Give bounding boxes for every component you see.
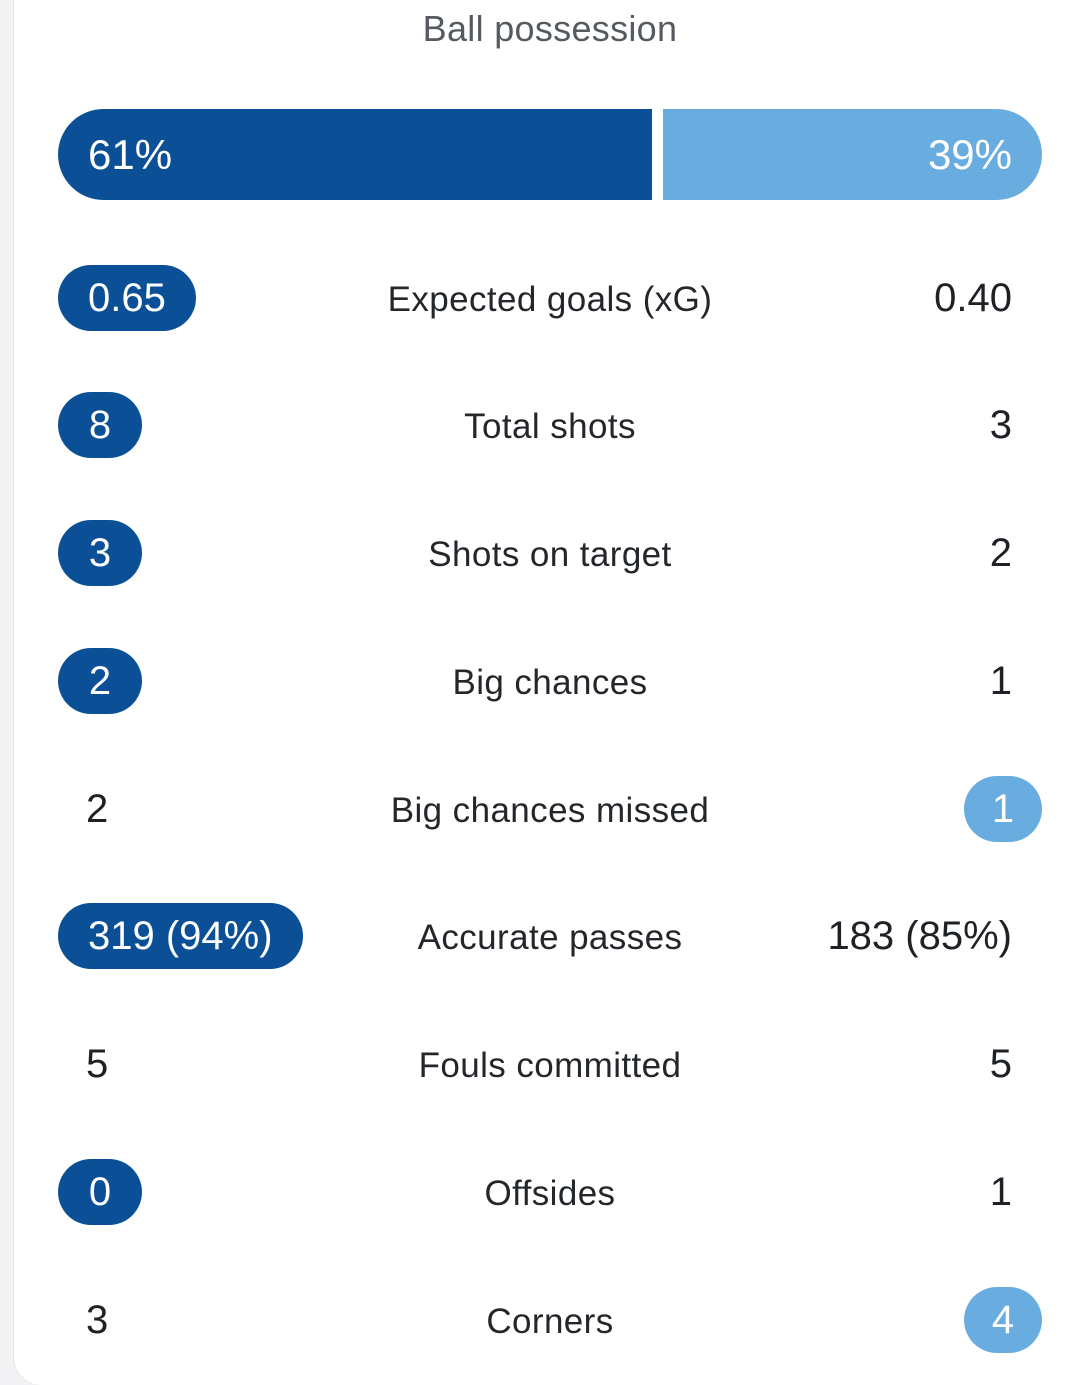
- stat-label: Big chances: [452, 663, 648, 702]
- stat-home-value: 2: [58, 648, 142, 714]
- stat-away-value: 1: [989, 659, 1012, 703]
- stat-away-value: 5: [989, 1042, 1012, 1086]
- possession-title: Ball possession: [422, 8, 678, 49]
- stat-row-accurate-passes: Accurate passes 319 (94%) 183 (85%): [58, 903, 1042, 973]
- possession-away-value: 39%: [927, 130, 1012, 178]
- stat-home-value: 0: [58, 1159, 142, 1225]
- stat-label: Total shots: [464, 407, 636, 446]
- possession-home-segment: 61%: [58, 109, 652, 200]
- stat-row-total-shots: Total shots 8 3: [58, 392, 1042, 462]
- stat-row-big-chances-missed: Big chances missed 2 1: [58, 776, 1042, 846]
- stat-home-value: 3: [86, 1298, 109, 1342]
- stat-away-value: 1: [964, 776, 1042, 842]
- stat-home-value: 8: [58, 392, 142, 458]
- stat-away-value: 183 (85%): [827, 914, 1012, 958]
- stat-home-value: 5: [86, 1042, 109, 1086]
- stat-away-value: 3: [989, 403, 1012, 447]
- stat-home-value: 2: [86, 787, 109, 831]
- stat-row-shots-on-target: Shots on target 3 2: [58, 520, 1042, 590]
- stat-label: Offsides: [484, 1174, 616, 1213]
- possession-bar: 61% 39%: [58, 109, 1042, 200]
- stat-away-value: 4: [964, 1287, 1042, 1353]
- stat-label: Shots on target: [428, 535, 672, 574]
- stat-row-offsides: Offsides 0 1: [58, 1159, 1042, 1229]
- stat-label: Accurate passes: [417, 918, 683, 957]
- stat-home-value: 319 (94%): [58, 903, 303, 969]
- possession-away-segment: 39%: [663, 109, 1042, 200]
- stat-away-value: 0.40: [934, 276, 1012, 320]
- stat-row-fouls-committed: Fouls committed 5 5: [58, 1031, 1042, 1101]
- stat-row-corners: Corners 3 4: [58, 1287, 1042, 1357]
- stat-home-value: 0.65: [58, 265, 196, 331]
- stat-label: Big chances missed: [390, 791, 710, 830]
- stat-home-value: 3: [58, 520, 142, 586]
- stat-row-expected-goals: Expected goals (xG) 0.65 0.40: [58, 265, 1042, 335]
- stat-label: Fouls committed: [418, 1046, 682, 1085]
- stat-row-big-chances: Big chances 2 1: [58, 648, 1042, 718]
- stat-label: Corners: [486, 1302, 614, 1341]
- stat-label: Expected goals (xG): [387, 280, 713, 319]
- match-stats-card: [14, 0, 1080, 1385]
- possession-home-value: 61%: [88, 130, 173, 178]
- stat-away-value: 2: [989, 531, 1012, 575]
- stat-away-value: 1: [989, 1170, 1012, 1214]
